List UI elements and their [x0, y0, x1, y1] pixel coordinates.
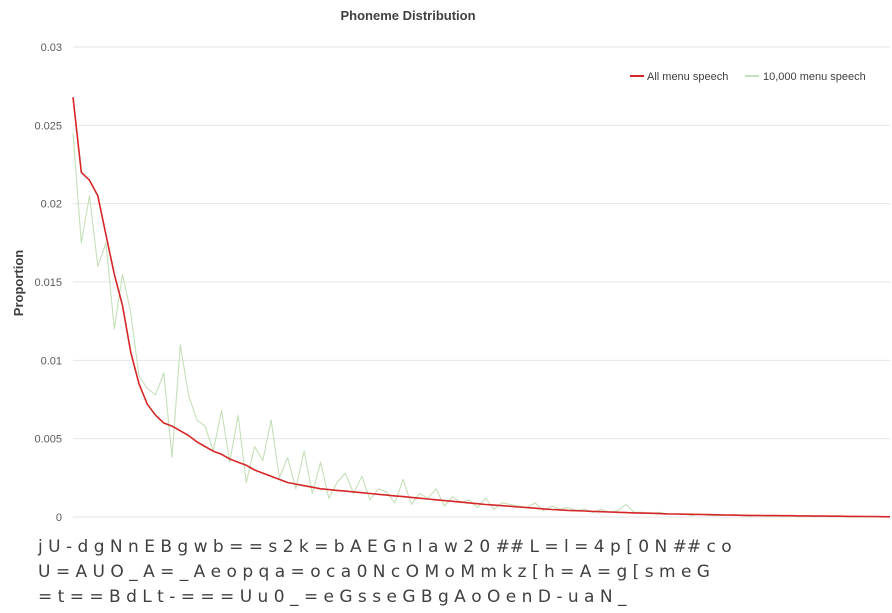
- series-lines: [72, 97, 891, 518]
- x-tick-row-3: = t = = B d L t - = = = U u 0 _ = e G s …: [38, 587, 627, 607]
- y-tick-label-3: 0.015: [34, 277, 62, 289]
- series-line-all-menu-speech: [72, 97, 891, 518]
- y-tick-label-4: 0.02: [41, 199, 62, 211]
- legend-label-10000-menu: 10,000 menu speech: [763, 71, 866, 83]
- x-tick-row-1: j U - d g N n E B g w b = = s 2 k = b A …: [37, 537, 732, 557]
- y-axis-label: Proportion: [11, 250, 26, 316]
- y-axis-ticks: 0 0.005 0.01 0.015 0.02 0.025 0.03: [34, 42, 62, 524]
- series-line-10000-menu-speech: [72, 133, 891, 518]
- chart-title: Phoneme Distribution: [340, 8, 475, 23]
- y-tick-label-5: 0.025: [34, 120, 62, 132]
- legend: All menu speech 10,000 menu speech: [630, 71, 866, 83]
- y-tick-label-6: 0.03: [41, 42, 62, 54]
- y-tick-label-2: 0.01: [41, 355, 62, 367]
- y-tick-label-0: 0: [56, 512, 62, 524]
- legend-label-all-menu: All menu speech: [647, 71, 728, 83]
- grid-lines: [73, 46, 890, 518]
- x-tick-row-2: U = A U O _ A = _ A e o p q a = o c a 0 …: [38, 562, 710, 582]
- y-tick-label-1: 0.005: [34, 434, 62, 446]
- x-axis-tick-labels: j U - d g N n E B g w b = = s 2 k = b A …: [37, 537, 732, 607]
